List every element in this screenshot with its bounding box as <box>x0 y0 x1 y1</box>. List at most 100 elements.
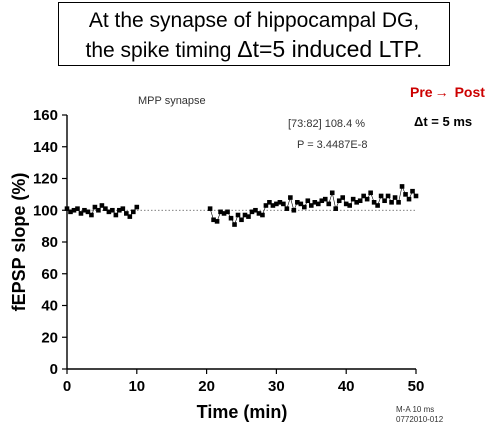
y-tick-label: 80 <box>41 234 58 251</box>
data-point <box>99 203 105 208</box>
data-point <box>392 195 398 200</box>
data-point <box>357 198 363 204</box>
data-point <box>211 217 216 223</box>
post-label: Post <box>454 84 485 100</box>
delta-t-label: Δt = 5 ms <box>414 114 473 129</box>
y-tick-label: 60 <box>41 266 58 283</box>
data-point <box>368 190 373 196</box>
data-point <box>302 204 307 210</box>
data-point <box>333 206 339 211</box>
footnote-2: 0772010-012 <box>396 415 444 424</box>
x-tick-label: 50 <box>408 378 425 395</box>
y-tick-label: 160 <box>33 107 58 124</box>
data-point <box>225 209 230 215</box>
data-point <box>214 219 220 224</box>
data-points <box>64 184 419 227</box>
title-line-2-prefix: the spike timing <box>85 39 238 62</box>
title-line-2-emphasis: Δt=5 induced LTP. <box>237 36 423 62</box>
data-point <box>246 214 251 219</box>
data-point <box>396 200 401 205</box>
data-point <box>71 207 77 213</box>
series-line-segment <box>331 192 337 209</box>
data-point <box>329 190 335 196</box>
data-point <box>274 201 279 207</box>
data-point <box>284 206 290 211</box>
data-point <box>270 203 276 208</box>
data-point <box>239 217 244 223</box>
data-point <box>309 203 314 208</box>
data-point <box>361 193 366 199</box>
x-axis-label: Time (min) <box>197 402 288 422</box>
data-point <box>312 200 318 205</box>
data-point <box>235 212 241 218</box>
y-tick-label: 20 <box>41 329 58 346</box>
y-tick-label: 40 <box>41 298 58 315</box>
x-tick-label: 30 <box>268 378 285 395</box>
data-point <box>406 196 412 202</box>
data-point <box>75 206 80 211</box>
data-point <box>343 201 349 207</box>
y-axis-label: fEPSP slope (%) <box>9 173 29 312</box>
data-point <box>326 201 332 207</box>
data-point <box>413 193 419 199</box>
data-point <box>260 212 265 218</box>
data-point <box>340 195 346 200</box>
x-tick-label: 40 <box>338 378 355 395</box>
data-point <box>82 207 87 213</box>
y-tick-label: 120 <box>33 171 58 188</box>
title-line-1: At the synapse of hippocampal DG, <box>88 9 420 32</box>
data-point <box>350 196 356 202</box>
data-point <box>89 212 94 218</box>
y-tick-label: 0 <box>50 361 58 378</box>
data-point <box>78 211 84 216</box>
annotation-range: [73:82] 108.4 % <box>288 118 365 130</box>
data-point <box>298 201 304 207</box>
footnote-1: M-A 10 ms <box>396 405 434 414</box>
annotation-p-value: P = 3.4487E-8 <box>297 139 367 151</box>
data-point <box>371 200 377 205</box>
chart-subtitle: MPP synapse <box>138 95 206 107</box>
x-tick-label: 10 <box>128 378 145 395</box>
x-tick-label: 0 <box>63 378 71 395</box>
data-point <box>117 207 122 213</box>
data-point <box>319 198 325 204</box>
arrow-icon: → <box>434 84 449 100</box>
title-box: At the synapse of hippocampal DG, the sp… <box>58 2 450 66</box>
axes: 0 20 40 60 80 100 120 140 160 0 10 20 30 40 50 <box>33 107 424 395</box>
data-point <box>267 200 272 205</box>
data-point <box>354 200 359 205</box>
data-point <box>127 214 133 219</box>
y-tick-label: 100 <box>33 202 58 219</box>
data-point <box>92 204 98 210</box>
data-point <box>263 203 269 208</box>
data-point <box>403 192 408 197</box>
data-point <box>249 209 255 215</box>
data-point <box>64 206 70 211</box>
data-point <box>347 203 352 208</box>
data-point <box>120 206 126 211</box>
data-point <box>110 207 115 213</box>
data-point <box>103 206 108 211</box>
series-line-segment <box>398 186 403 203</box>
data-point <box>410 188 415 194</box>
data-point <box>131 209 136 215</box>
data-point <box>277 200 283 205</box>
data-point <box>218 209 223 215</box>
pre-label: Pre <box>410 84 433 100</box>
x-tick-label: 20 <box>198 378 215 395</box>
data-point <box>232 222 237 227</box>
data-point <box>221 211 227 216</box>
data-point <box>385 193 391 199</box>
data-point <box>253 207 258 213</box>
data-point <box>106 209 112 215</box>
data-point <box>124 211 129 216</box>
data-point <box>242 212 248 218</box>
data-point <box>291 207 297 213</box>
pre-post-legend: Pre → Post <box>410 84 485 100</box>
title-line-2: the spike timing Δt=5 induced LTP. <box>59 35 449 65</box>
data-point <box>322 196 328 202</box>
data-point <box>336 198 342 204</box>
data-point <box>113 212 119 218</box>
data-point <box>364 196 370 202</box>
